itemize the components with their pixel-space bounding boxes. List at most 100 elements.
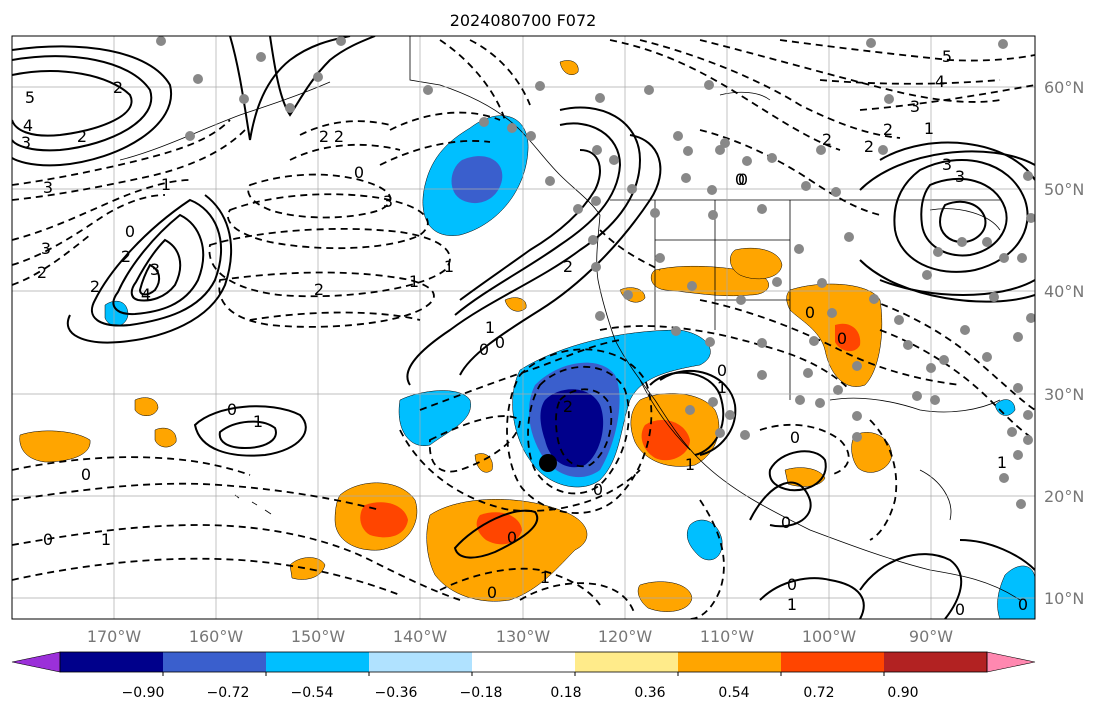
colorbar-cell bbox=[678, 652, 782, 672]
pos-contour-12 bbox=[454, 122, 622, 316]
baja-peninsula bbox=[639, 379, 691, 451]
colorbar-tick-label: 0.18 bbox=[550, 685, 581, 701]
positive-anomaly-mexico bbox=[784, 467, 826, 487]
pos-contour-28 bbox=[859, 553, 963, 619]
colorbar-cells bbox=[60, 652, 988, 672]
colorbar-cell bbox=[472, 652, 576, 672]
contour-label: 4 bbox=[141, 285, 151, 304]
neg-contour-6 bbox=[247, 173, 392, 219]
contour-label: 2 bbox=[121, 247, 131, 266]
station-dots bbox=[156, 36, 1035, 509]
lon-label: 110°W bbox=[700, 627, 755, 646]
neg-contour-18 bbox=[819, 79, 1035, 111]
colorbar-tick-label: 0.90 bbox=[887, 685, 918, 701]
contour-label: 2 bbox=[90, 277, 100, 296]
figure-title: 2024080700 F072 bbox=[450, 11, 597, 30]
neg-contour-38 bbox=[869, 419, 898, 541]
pos-contour-11 bbox=[406, 106, 642, 386]
lon-label: 150°W bbox=[291, 627, 346, 646]
neg-contour-30 bbox=[12, 482, 381, 511]
contour-label: 1 bbox=[101, 530, 111, 549]
colorbar-tick-label: 0.36 bbox=[634, 685, 665, 701]
mexico-coast bbox=[699, 459, 1021, 601]
contour-label: 1 bbox=[997, 453, 1007, 472]
colorbar-cell bbox=[781, 652, 885, 672]
positive-anomaly-small-c bbox=[289, 557, 326, 580]
positive-anomaly-tropical-east bbox=[426, 499, 588, 602]
contour-label: 3 bbox=[383, 192, 393, 211]
contour-label: 2 bbox=[334, 127, 344, 146]
neg-contour-22 bbox=[399, 429, 641, 512]
positive-anomaly-small-d bbox=[637, 581, 693, 612]
colorbar-ticks: −0.90 −0.72 −0.54 −0.36 −0.18 0.18 0.36 … bbox=[122, 672, 919, 701]
hawaii bbox=[234, 494, 272, 515]
contour-label: 2 bbox=[822, 130, 832, 149]
contour-label: 1 bbox=[924, 119, 934, 138]
pos-contour-7 bbox=[112, 213, 205, 316]
positive-anomaly-small-a bbox=[134, 397, 159, 416]
neg-contour-12 bbox=[289, 120, 401, 161]
pos-contour-1 bbox=[12, 70, 133, 137]
contour-label: 1 bbox=[161, 175, 171, 194]
colorbar: −0.90 −0.72 −0.54 −0.36 −0.18 0.18 0.36 … bbox=[11, 651, 1036, 701]
coastline-layer bbox=[119, 36, 1021, 601]
contour-label: 3 bbox=[41, 239, 51, 258]
neg-contour-8 bbox=[208, 227, 451, 298]
aleutian-islands bbox=[119, 81, 331, 161]
neg-contour-32 bbox=[12, 557, 401, 596]
neg-contour-13 bbox=[439, 39, 531, 121]
contour-label: 1 bbox=[787, 595, 797, 614]
contour-label: 1 bbox=[444, 257, 454, 276]
pos-contour-20 bbox=[193, 405, 307, 457]
colorbar-tick-label: −0.90 bbox=[122, 685, 165, 701]
neg-contour-23 bbox=[555, 388, 613, 468]
contour-label: 0 bbox=[735, 170, 745, 189]
pos-contour-3 bbox=[12, 45, 173, 167]
gulf-coast bbox=[829, 397, 1001, 413]
contour-label: 2 bbox=[37, 263, 47, 282]
contour-label: 0 bbox=[738, 170, 748, 189]
negative-anomaly-small-1 bbox=[104, 300, 129, 327]
negative-anomaly-small-2 bbox=[687, 519, 723, 561]
contour-label: 0 bbox=[487, 583, 497, 602]
negative-anomaly-small-4 bbox=[994, 399, 1016, 416]
colorbar-tick-label: 0.72 bbox=[803, 685, 834, 701]
map-frame bbox=[11, 35, 1036, 620]
contour-labels: 5 4 3 2 2 2 2 3 1 0 2 3 4 3 2 3 2 0 1 1 … bbox=[21, 47, 1028, 619]
latitude-axis-labels: 60°N 50°N 40°N 30°N 20°N 10°N bbox=[1044, 78, 1084, 608]
colorbar-cell bbox=[266, 652, 370, 672]
colorbar-extend-high bbox=[986, 651, 1036, 673]
contour-label: 0 bbox=[787, 575, 797, 594]
lon-label: 160°W bbox=[189, 627, 244, 646]
neg-contour-15 bbox=[639, 39, 901, 139]
alaska-coast bbox=[409, 36, 601, 216]
contour-label: 0 bbox=[717, 361, 727, 380]
lon-label: 130°W bbox=[496, 627, 551, 646]
neg-contour-4 bbox=[12, 194, 166, 266]
lat-label: 60°N bbox=[1044, 78, 1084, 97]
lon-label: 120°W bbox=[598, 627, 653, 646]
colorbar-cell bbox=[163, 652, 267, 672]
contour-label: 3 bbox=[150, 260, 160, 279]
contour-label: 0 bbox=[43, 530, 53, 549]
neg-contour-9 bbox=[218, 271, 435, 328]
contour-label: 0 bbox=[955, 600, 965, 619]
contour-label: 4 bbox=[935, 72, 945, 91]
contour-label: 1 bbox=[685, 455, 695, 474]
contour-label: 0 bbox=[1018, 595, 1028, 614]
contour-label: 0 bbox=[125, 222, 135, 241]
contour-label: 2 bbox=[77, 127, 87, 146]
colorbar-extend-low bbox=[11, 651, 61, 673]
lon-label: 140°W bbox=[393, 627, 448, 646]
contour-label: 2 bbox=[864, 137, 874, 156]
graticule bbox=[12, 36, 1035, 619]
lat-label: 30°N bbox=[1044, 385, 1084, 404]
colorbar-tick-label: −0.36 bbox=[375, 685, 418, 701]
contour-label: 0 bbox=[593, 480, 603, 499]
pos-contour-2 bbox=[12, 55, 153, 152]
contour-label: 0 bbox=[81, 465, 91, 484]
pos-contour-18 bbox=[879, 141, 1035, 296]
contour-label: 0 bbox=[227, 400, 237, 419]
neg-contour-37 bbox=[759, 423, 850, 476]
